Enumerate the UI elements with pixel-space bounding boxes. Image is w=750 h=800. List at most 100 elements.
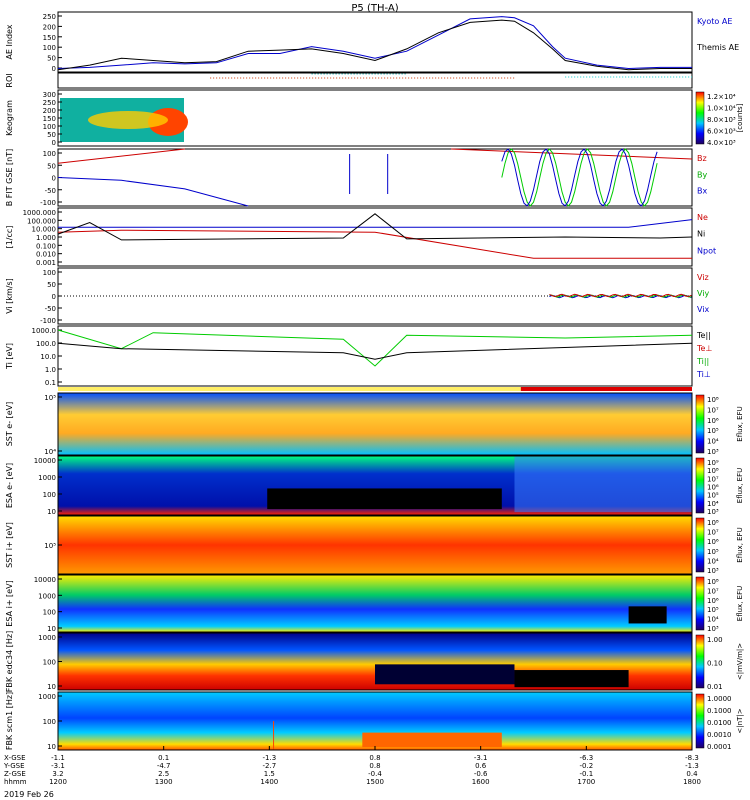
sst_e-ytick-label: 10⁵ — [44, 394, 56, 402]
dens-ytick-label: 0.001 — [36, 259, 56, 267]
x-tick-label: 1400 — [260, 778, 278, 786]
temp-legend-item: Te|| — [696, 331, 711, 340]
region-bar-red — [520, 387, 692, 391]
vel-ytick-label: 50 — [47, 281, 56, 289]
sst_e-ylabel: SST e- [eV] — [5, 402, 14, 447]
sst_i-colorbar-label: 10⁴ — [707, 557, 719, 565]
fbk_e-colorbar-label: 1.00 — [707, 636, 723, 644]
fbk_e-ytick-label: 10 — [47, 683, 56, 691]
dens-ytick-label: 100.000 — [27, 217, 56, 225]
fbk_e-ylabel: FBK edc34 [Hz] — [5, 631, 14, 692]
dens-ytick-label: 1000.000 — [23, 209, 56, 217]
fbk_e-colorbar-label: 0.01 — [707, 683, 723, 691]
esa_i-ytick-label: 1000 — [38, 592, 56, 600]
keogram-ytick-label: 50 — [47, 131, 56, 139]
keogram-ylabel: Keogram — [5, 100, 14, 136]
fbk_b-colorbar-label: 1.0000 — [707, 695, 732, 703]
esa_i-colorbar-label: 10⁷ — [707, 587, 719, 595]
x-tick-label: 1300 — [155, 778, 173, 786]
keogram-colorbar-label: 6.0×10³ — [707, 128, 736, 136]
temp-ytick-label: 1.0 — [45, 366, 56, 374]
temp-ytick-label: 1000.0 — [32, 327, 57, 335]
keogram-ytick-label: 200 — [43, 107, 56, 115]
fbk-e-dark — [375, 664, 515, 685]
esa_e-frame — [57, 455, 693, 516]
panel-fbk_e: FBK edc34 [Hz] 1000 100 10 1.00 0.10 0.01 <|mV/… — [5, 631, 744, 692]
temp-ytick-label: 100.0 — [36, 340, 56, 348]
x-tick-label: 3.2 — [52, 770, 63, 778]
fbk_b-colorbar-label: 0.0001 — [707, 743, 732, 751]
x-tick-label: 1.5 — [264, 770, 275, 778]
ae-ytick-label: 250 — [43, 13, 56, 21]
esa_i-colorbar-unit: Eflux, EFU — [736, 586, 744, 621]
ae-legend-item: Kyoto AE — [697, 17, 732, 26]
bfit-bx-line — [57, 177, 249, 207]
panel-fbk_b: FBK scm1 [Hz] 1000 100 10 1.0000 0.1000 0.0100… — [5, 691, 744, 751]
panel-ae: AE Index 250 200 150 100 50 0 Kyoto AE Themis AE — [5, 11, 739, 73]
keogram-colorbar-label: 1.0×10⁴ — [707, 105, 736, 113]
x-tick-label: 1600 — [472, 778, 490, 786]
sst_e-colorbar-label: 10⁸ — [707, 396, 719, 404]
fbk_b-ytick-label: 10 — [47, 743, 56, 751]
esa_e-colorbar-label: 10⁸ — [707, 467, 719, 475]
esa_i-colorbar — [695, 576, 705, 631]
vel-legend-item: Vix — [697, 305, 710, 314]
panel-sst_e: SST e- [eV] 10⁵ 10⁴ 10⁸ 10⁷ 10⁶ 10⁵ 10⁴ 10³ Eflux… — [5, 392, 744, 456]
ae-ylabel: AE Index — [5, 24, 14, 59]
x-tick-label: -3.1 — [51, 762, 65, 770]
x-tick-label: 2.5 — [158, 770, 169, 778]
dens-ylabel: [1/cc] — [5, 226, 14, 249]
dens-legend-item: Ne — [697, 213, 708, 222]
sst_e-colorbar — [695, 394, 705, 454]
vel-ylabel: Vi [km/s] — [5, 278, 14, 314]
esa_e-colorbar-label: 10⁷ — [707, 475, 719, 483]
sst_i-ytick-label: 10⁵ — [44, 542, 56, 550]
sst_e-colorbar-label: 10⁶ — [707, 417, 719, 425]
sst_i-colorbar-label: 10⁷ — [707, 529, 719, 537]
sst_e-ytick-label: 10⁴ — [44, 448, 56, 456]
esa_i-spectrogram — [58, 575, 692, 632]
temp-ylabel: Ti [eV] — [5, 343, 14, 370]
x-tick-label: 0.6 — [475, 762, 487, 770]
sst_i-ylabel: SST i+ [eV] — [5, 522, 14, 568]
dens-legend-item: Npot — [697, 246, 716, 255]
sst_i-spectrogram — [58, 516, 692, 574]
region-bar-yellow — [58, 387, 521, 391]
keogram-ytick-label: 250 — [43, 99, 56, 107]
x-tick-label: -6.3 — [579, 754, 593, 762]
fbk_b-colorbar — [695, 693, 705, 749]
x-tick-label: -2.7 — [262, 762, 276, 770]
ae-ytick-label: 150 — [43, 34, 56, 42]
esa_i-colorbar-label: 10⁴ — [707, 616, 719, 624]
vel-ytick-label: 0 — [52, 293, 56, 301]
bfit-ylabel: B FIT GSE [nT] — [5, 149, 14, 207]
sst_i-colorbar-label: 10³ — [707, 567, 719, 575]
bfit-legend-item: Bx — [697, 187, 707, 196]
keogram-band — [88, 111, 168, 129]
x-tick-label: -1.3 — [262, 754, 276, 762]
esa_i-ytick-label: 10 — [47, 625, 56, 633]
axis-row-label: Y-GSE — [3, 762, 25, 770]
ae-kyoto-line — [57, 16, 692, 70]
fbk_b-ytick-label: 1000 — [38, 693, 56, 701]
fbk_b-ylabel: FBK scm1 [Hz] — [5, 692, 14, 750]
esa_i-frame — [57, 574, 693, 633]
axis-row-label: X-GSE — [4, 754, 26, 762]
esa_i-ytick-label: 100 — [43, 609, 56, 617]
x-tick-label: 0.1 — [158, 754, 169, 762]
sst_i-colorbar-label: 10⁸ — [707, 519, 719, 527]
bfit-ytick-label: -100 — [40, 199, 56, 207]
panel-esa_e: ESA e- [eV] 10000 1000 100 10 10⁹10⁸10⁷10⁶10⁵… — [5, 455, 744, 516]
sst_e-colorbar-label: 10³ — [707, 448, 719, 456]
x-tick-label: -8.3 — [685, 754, 699, 762]
temp-legend-item: Te⊥ — [696, 344, 712, 353]
fbk_e-colorbar — [695, 634, 705, 689]
x-tick-label: -1.1 — [51, 754, 65, 762]
vel-ytick-label: -50 — [45, 305, 56, 313]
esa_e-colorbar-label: 10⁴ — [707, 500, 719, 508]
esa_e-colorbar-label: 10⁹ — [707, 459, 719, 467]
x-tick-label: 1500 — [366, 778, 384, 786]
fbk_b-colorbar-label: 0.0010 — [707, 731, 732, 739]
